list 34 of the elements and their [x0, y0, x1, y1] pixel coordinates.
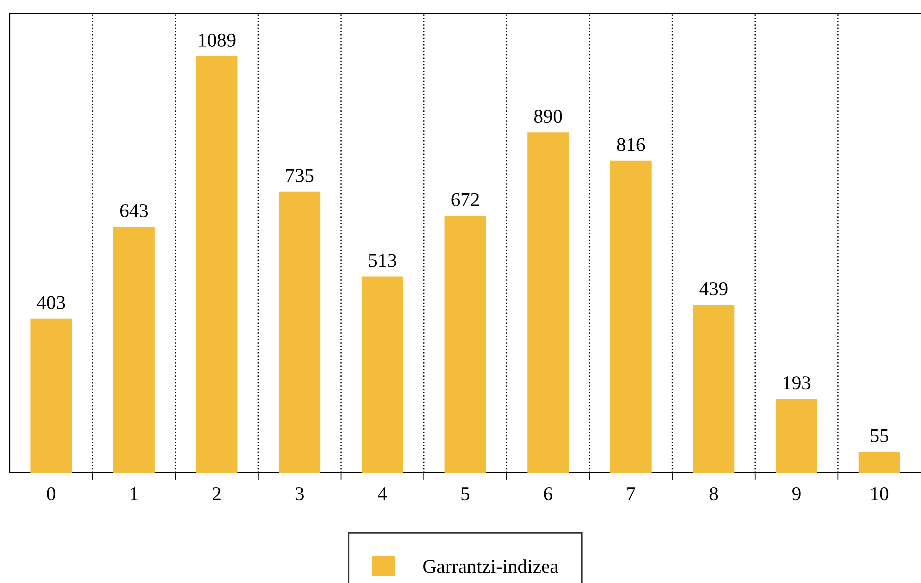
x-tick-label: 4 [378, 488, 388, 500]
bar [610, 160, 652, 473]
x-tick-label: 3 [296, 488, 304, 501]
x-tick-label: 2 [213, 488, 221, 500]
x-tick-label: 5 [462, 488, 470, 501]
bar [444, 216, 486, 473]
bar [776, 399, 818, 473]
data-label: 193 [784, 376, 811, 390]
bar [362, 276, 404, 473]
bar [30, 318, 72, 473]
data-label: 513 [369, 254, 397, 268]
data-label: 403 [37, 296, 66, 310]
bar [858, 452, 900, 473]
legend-label: Garrantzi-indizea [424, 560, 559, 574]
bar [114, 227, 155, 473]
data-label: 735 [286, 169, 314, 182]
x-tick-label: 1 [131, 488, 138, 500]
data-label: 672 [452, 193, 480, 206]
x-tick-label: 6 [544, 488, 553, 501]
bar [528, 132, 570, 473]
data-label: 1089 [199, 34, 236, 47]
x-tick-label: 10 [872, 487, 889, 501]
x-tick-label: 0 [47, 487, 56, 501]
x-tick-label: 8 [710, 487, 718, 501]
data-label: 55 [871, 430, 889, 442]
x-tick-label: 9 [792, 488, 801, 501]
data-label: 890 [534, 110, 562, 124]
data-label: 643 [120, 204, 148, 218]
bar [279, 192, 321, 473]
bar [196, 56, 238, 473]
x-tick-label: 7 [628, 488, 636, 500]
data-label: 439 [700, 282, 728, 296]
data-label: 816 [617, 138, 646, 152]
bar [693, 305, 735, 473]
